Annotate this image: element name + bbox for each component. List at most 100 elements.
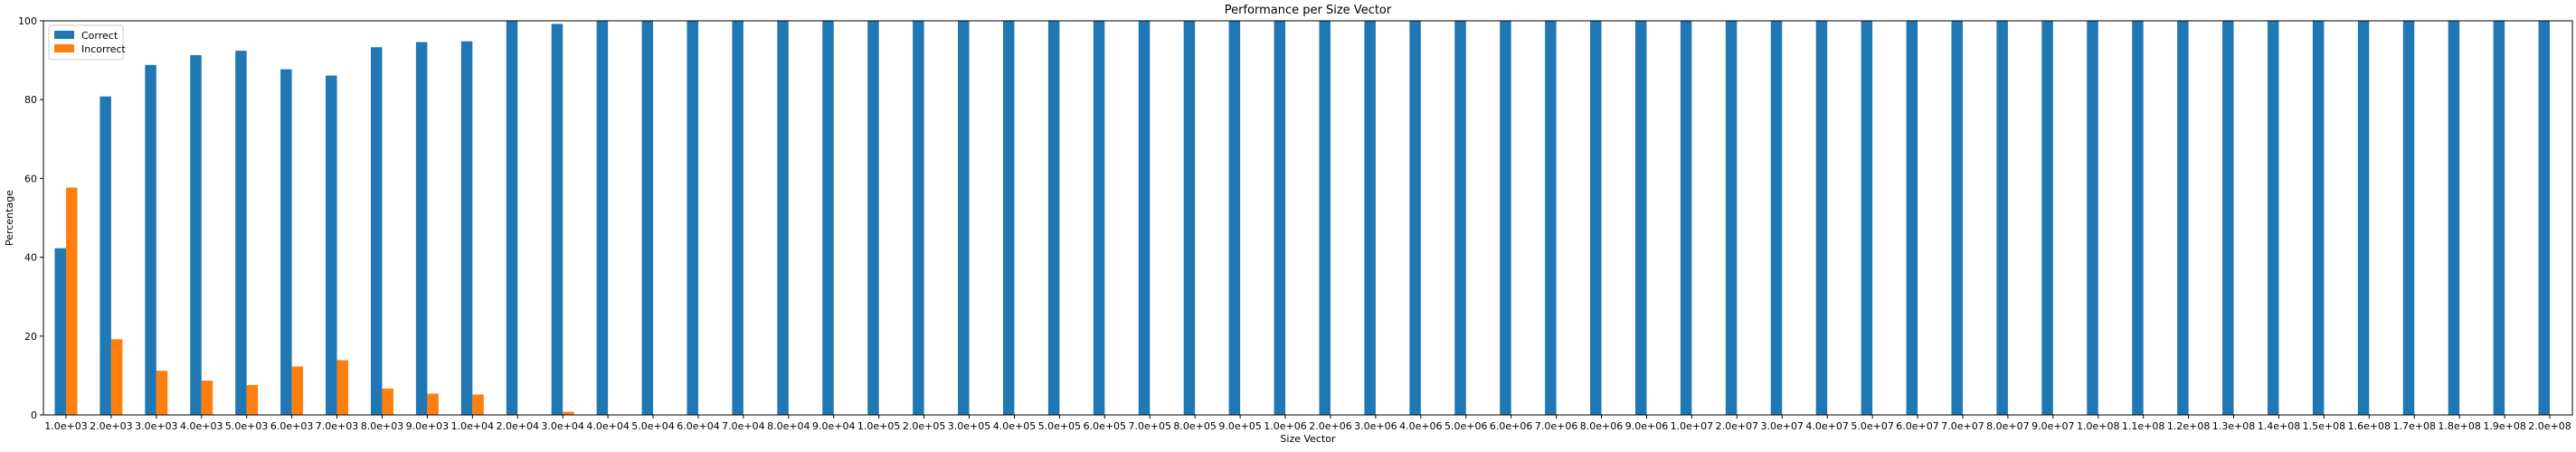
x-tick-label: 2.0e+06 bbox=[1309, 420, 1351, 432]
bar-correct-7.0e+04 bbox=[732, 21, 743, 415]
x-tick-label: 5.0e+06 bbox=[1444, 420, 1487, 432]
bar-correct-8.0e+04 bbox=[777, 21, 789, 415]
x-tick-label: 8.0e+03 bbox=[361, 420, 403, 432]
bar-correct-8.0e+03 bbox=[370, 47, 383, 415]
x-tick-label: 8.0e+04 bbox=[767, 420, 810, 432]
y-axis-title: Percentage bbox=[4, 190, 15, 246]
bar-correct-3.0e+06 bbox=[1364, 21, 1376, 415]
x-tick-label: 3.0e+07 bbox=[1761, 420, 1804, 432]
bar-correct-3.0e+05 bbox=[958, 21, 970, 415]
plot-frame bbox=[43, 20, 2573, 416]
x-tick-label: 9.0e+06 bbox=[1625, 420, 1668, 432]
bar-correct-1.0e+08 bbox=[2087, 21, 2098, 415]
bar-correct-6.0e+04 bbox=[687, 21, 698, 415]
x-tick-label: 6.0e+03 bbox=[270, 420, 313, 432]
bar-correct-5.0e+03 bbox=[235, 51, 247, 416]
x-tick-label: 3.0e+04 bbox=[541, 420, 583, 432]
x-tick-label: 2.0e+04 bbox=[497, 420, 539, 432]
x-tick-label: 9.0e+07 bbox=[2031, 420, 2074, 432]
x-tick-label: 5.0e+04 bbox=[631, 420, 674, 432]
x-tick-label: 1.5e+08 bbox=[2303, 420, 2345, 432]
bar-correct-6.0e+05 bbox=[1093, 21, 1105, 415]
x-tick-label: 4.0e+03 bbox=[180, 420, 223, 432]
y-tick-label: 60 bbox=[24, 173, 37, 184]
bar-incorrect-3.0e+04 bbox=[563, 411, 574, 415]
x-tick-label: 6.0e+07 bbox=[1896, 420, 1938, 432]
x-tick-label: 1.0e+06 bbox=[1264, 420, 1306, 432]
bar-correct-7.0e+06 bbox=[1545, 21, 1557, 415]
x-tick-label: 5.0e+07 bbox=[1851, 420, 1893, 432]
bar-correct-2.0e+08 bbox=[2538, 21, 2551, 415]
bar-correct-5.0e+06 bbox=[1454, 21, 1466, 415]
y-tick-label: 100 bbox=[18, 15, 37, 27]
bar-incorrect-5.0e+03 bbox=[246, 384, 259, 415]
bar-correct-6.0e+03 bbox=[280, 69, 292, 416]
bar-correct-3.0e+03 bbox=[145, 64, 156, 415]
bar-correct-9.0e+05 bbox=[1228, 21, 1241, 415]
x-tick-label: 1.8e+08 bbox=[2438, 420, 2480, 432]
x-tick-label: 1.4e+08 bbox=[2258, 420, 2300, 432]
y-tick-label: 40 bbox=[24, 252, 37, 264]
x-tick-label: 1.0e+07 bbox=[1671, 420, 1713, 432]
bar-correct-1.0e+06 bbox=[1274, 21, 1286, 415]
bar-correct-4.0e+04 bbox=[596, 21, 609, 415]
legend-swatch-incorrect bbox=[54, 44, 74, 52]
legend-swatch-correct bbox=[54, 31, 74, 39]
x-tick-label: 1.0e+04 bbox=[451, 420, 494, 432]
x-tick-label: 8.0e+06 bbox=[1580, 420, 1623, 432]
x-tick-label: 4.0e+06 bbox=[1399, 420, 1442, 432]
x-tick-label: 1.6e+08 bbox=[2348, 420, 2391, 432]
bar-correct-7.0e+07 bbox=[1951, 21, 1963, 415]
bar-correct-3.0e+07 bbox=[1770, 21, 1783, 415]
axes-layer: 0 20 40 60 80 100 1.0e+03 2.0e+03 3.0e+03 4.0e+03… bbox=[18, 15, 2573, 432]
bar-correct-6.0e+07 bbox=[1906, 21, 1918, 415]
bar-correct-1.4e+08 bbox=[2267, 21, 2279, 415]
x-tick-label: 3.0e+03 bbox=[135, 420, 177, 432]
bar-correct-1.5e+08 bbox=[2312, 21, 2325, 415]
bar-correct-8.0e+07 bbox=[1996, 21, 2008, 415]
x-tick-label: 2.0e+05 bbox=[903, 420, 945, 432]
bar-correct-9.0e+04 bbox=[822, 21, 834, 415]
bar-correct-4.0e+06 bbox=[1409, 21, 1421, 415]
bar-correct-4.0e+07 bbox=[1815, 21, 1828, 415]
x-tick-label: 6.0e+06 bbox=[1490, 420, 1532, 432]
x-tick-label: 3.0e+05 bbox=[948, 420, 990, 432]
bar-correct-8.0e+06 bbox=[1590, 21, 1602, 415]
bar-correct-1.8e+08 bbox=[2448, 21, 2460, 415]
bar-correct-2.0e+03 bbox=[99, 96, 111, 415]
x-tick-label: 7.0e+05 bbox=[1129, 420, 1171, 432]
bar-correct-1.0e+03 bbox=[54, 248, 66, 415]
x-tick-label: 1.3e+08 bbox=[2212, 420, 2255, 432]
x-tick-label: 9.0e+03 bbox=[406, 420, 449, 432]
bars-layer bbox=[54, 21, 2551, 416]
y-tick-label: 20 bbox=[24, 331, 37, 343]
x-tick-label: 1.0e+08 bbox=[2077, 420, 2119, 432]
bar-incorrect-9.0e+03 bbox=[427, 393, 439, 415]
x-tick-label: 1.2e+08 bbox=[2167, 420, 2210, 432]
bar-incorrect-2.0e+03 bbox=[110, 339, 123, 415]
bar-incorrect-3.0e+03 bbox=[156, 371, 168, 415]
x-tick-label: 8.0e+07 bbox=[1986, 420, 2029, 432]
x-tick-label: 7.0e+07 bbox=[1941, 420, 1984, 432]
bar-correct-9.0e+07 bbox=[2041, 21, 2053, 415]
x-tick-label: 1.0e+05 bbox=[857, 420, 900, 432]
bar-correct-4.0e+03 bbox=[190, 54, 202, 415]
bar-correct-8.0e+05 bbox=[1183, 21, 1196, 415]
x-tick-label: 1.0e+03 bbox=[44, 420, 87, 432]
bar-incorrect-1.0e+03 bbox=[65, 187, 78, 415]
bar-incorrect-4.0e+03 bbox=[201, 381, 213, 415]
bar-incorrect-1.0e+04 bbox=[472, 394, 484, 415]
bar-incorrect-8.0e+03 bbox=[382, 388, 393, 415]
bar-correct-2.0e+05 bbox=[913, 21, 924, 415]
x-tick-label: 7.0e+03 bbox=[316, 420, 358, 432]
bar-correct-3.0e+04 bbox=[551, 24, 564, 415]
bar-correct-1.0e+07 bbox=[1680, 21, 1692, 415]
y-tick-label: 0 bbox=[31, 410, 37, 421]
bar-correct-4.0e+05 bbox=[1002, 21, 1015, 415]
chart-title: Performance per Size Vector bbox=[1225, 4, 1392, 17]
x-tick-label: 6.0e+04 bbox=[677, 420, 719, 432]
x-tick-label: 5.0e+03 bbox=[225, 420, 268, 432]
